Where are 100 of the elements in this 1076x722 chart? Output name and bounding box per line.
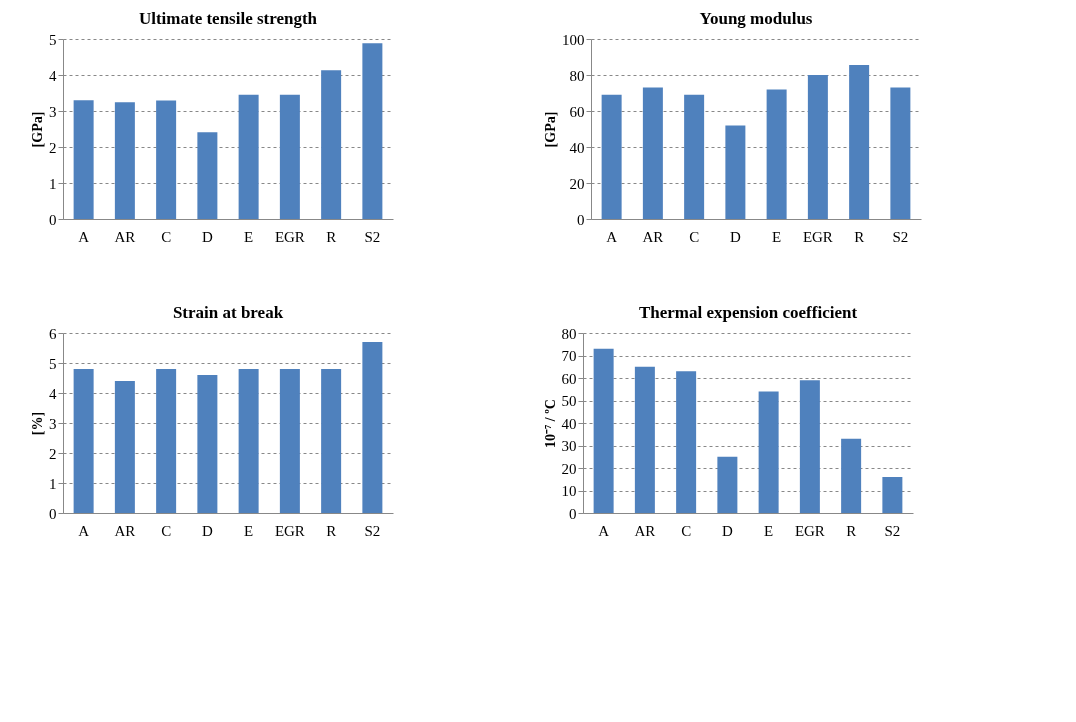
bar bbox=[766, 89, 787, 219]
x-tick-label: EGR bbox=[274, 228, 305, 245]
x-tick-label: C bbox=[689, 228, 700, 245]
x-tick-label: A bbox=[598, 522, 610, 539]
bar bbox=[362, 342, 383, 513]
x-tick-label: AR bbox=[114, 228, 136, 245]
y-tick-label: 30 bbox=[561, 438, 577, 454]
y-tick-label: 0 bbox=[49, 211, 57, 228]
x-tick-label: C bbox=[681, 522, 692, 539]
y-tick-label: 0 bbox=[49, 505, 57, 522]
x-tick-label: R bbox=[854, 228, 865, 245]
y-tick-label: 70 bbox=[561, 348, 577, 364]
x-tick-label: AR bbox=[114, 522, 136, 539]
x-tick-label: A bbox=[78, 228, 90, 245]
bar bbox=[238, 94, 259, 219]
y-axis-title: [GPa] bbox=[30, 111, 45, 148]
y-tick-label: 0 bbox=[569, 505, 577, 522]
y-tick-label: 3 bbox=[49, 103, 57, 120]
bar bbox=[890, 87, 911, 219]
bar bbox=[725, 125, 746, 219]
x-tick-label: E bbox=[244, 522, 254, 539]
y-tick-label: 60 bbox=[569, 103, 585, 120]
y-tick-label: 40 bbox=[569, 139, 585, 156]
bar bbox=[676, 371, 697, 513]
chart-title: Ultimate tensile strength bbox=[138, 9, 318, 28]
y-tick-label: 2 bbox=[49, 445, 57, 462]
x-tick-label: S2 bbox=[364, 228, 381, 245]
bar bbox=[841, 438, 862, 513]
x-tick-label: AR bbox=[642, 228, 664, 245]
bar bbox=[807, 75, 828, 219]
x-tick-label: C bbox=[161, 522, 172, 539]
x-tick-label: A bbox=[606, 228, 618, 245]
x-tick-label: EGR bbox=[274, 522, 305, 539]
x-tick-label: E bbox=[772, 228, 782, 245]
chart-title: Young modulus bbox=[699, 9, 813, 28]
y-tick-label: 1 bbox=[49, 175, 57, 192]
bar bbox=[279, 369, 300, 513]
y-tick-label: 6 bbox=[49, 325, 57, 342]
bar bbox=[114, 102, 135, 219]
x-tick-label: D bbox=[201, 228, 213, 245]
y-axis-title: [GPa] bbox=[543, 111, 558, 148]
y-tick-label: 0 bbox=[577, 211, 585, 228]
chart-title: Strain at break bbox=[172, 303, 284, 322]
y-tick-label: 1 bbox=[49, 475, 57, 492]
bar bbox=[362, 43, 383, 219]
y-tick-label: 10 bbox=[561, 483, 577, 499]
y-tick-label: 4 bbox=[49, 67, 57, 84]
bar bbox=[321, 70, 342, 219]
x-tick-label: E bbox=[244, 228, 254, 245]
bar bbox=[197, 132, 218, 219]
x-tick-label: D bbox=[729, 228, 741, 245]
x-tick-label: E bbox=[764, 522, 774, 539]
bar bbox=[156, 369, 177, 513]
bar bbox=[684, 94, 705, 219]
y-tick-label: 20 bbox=[569, 175, 585, 192]
y-axis-title: [%] bbox=[30, 411, 45, 436]
x-tick-label: D bbox=[201, 522, 213, 539]
y-tick-label: 4 bbox=[49, 385, 57, 402]
y-tick-label: 5 bbox=[49, 355, 57, 372]
bar bbox=[593, 348, 614, 513]
y-tick-label: 80 bbox=[569, 67, 585, 84]
bar bbox=[799, 380, 820, 513]
bar bbox=[601, 94, 622, 219]
y-tick-label: 20 bbox=[561, 460, 577, 477]
bar bbox=[73, 369, 94, 513]
y-tick-label: 80 bbox=[561, 325, 577, 342]
x-tick-label: R bbox=[326, 522, 337, 539]
bar bbox=[279, 94, 300, 219]
bar bbox=[717, 456, 738, 513]
y-tick-label: 50 bbox=[561, 393, 577, 409]
x-tick-label: R bbox=[846, 522, 857, 539]
x-tick-label: D bbox=[721, 522, 733, 539]
x-tick-label: C bbox=[161, 228, 172, 245]
bar bbox=[114, 381, 135, 513]
x-tick-label: S2 bbox=[892, 228, 909, 245]
y-axis-title: 10⁻⁷ / ºC bbox=[542, 399, 558, 448]
bar bbox=[238, 369, 259, 513]
x-tick-label: S2 bbox=[364, 522, 381, 539]
x-tick-label: S2 bbox=[884, 522, 901, 539]
y-tick-label: 60 bbox=[561, 370, 577, 387]
bar bbox=[642, 87, 663, 219]
bar bbox=[321, 369, 342, 513]
y-tick-label: 2 bbox=[49, 139, 57, 156]
y-tick-label: 100 bbox=[562, 31, 585, 48]
y-tick-label: 5 bbox=[49, 31, 57, 48]
x-tick-label: R bbox=[326, 228, 337, 245]
bar bbox=[73, 100, 94, 219]
y-tick-label: 40 bbox=[561, 415, 577, 432]
bar bbox=[882, 477, 903, 513]
bar bbox=[849, 65, 870, 219]
x-tick-label: A bbox=[78, 522, 90, 539]
bar bbox=[197, 375, 218, 513]
x-tick-label: AR bbox=[634, 522, 656, 539]
y-tick-label: 3 bbox=[49, 415, 57, 432]
x-tick-label: EGR bbox=[802, 228, 833, 245]
x-tick-label: EGR bbox=[794, 522, 825, 539]
bar bbox=[634, 366, 655, 513]
bar bbox=[156, 100, 177, 219]
bar bbox=[758, 391, 779, 513]
chart-title: Thermal expension coefficient bbox=[638, 303, 858, 322]
